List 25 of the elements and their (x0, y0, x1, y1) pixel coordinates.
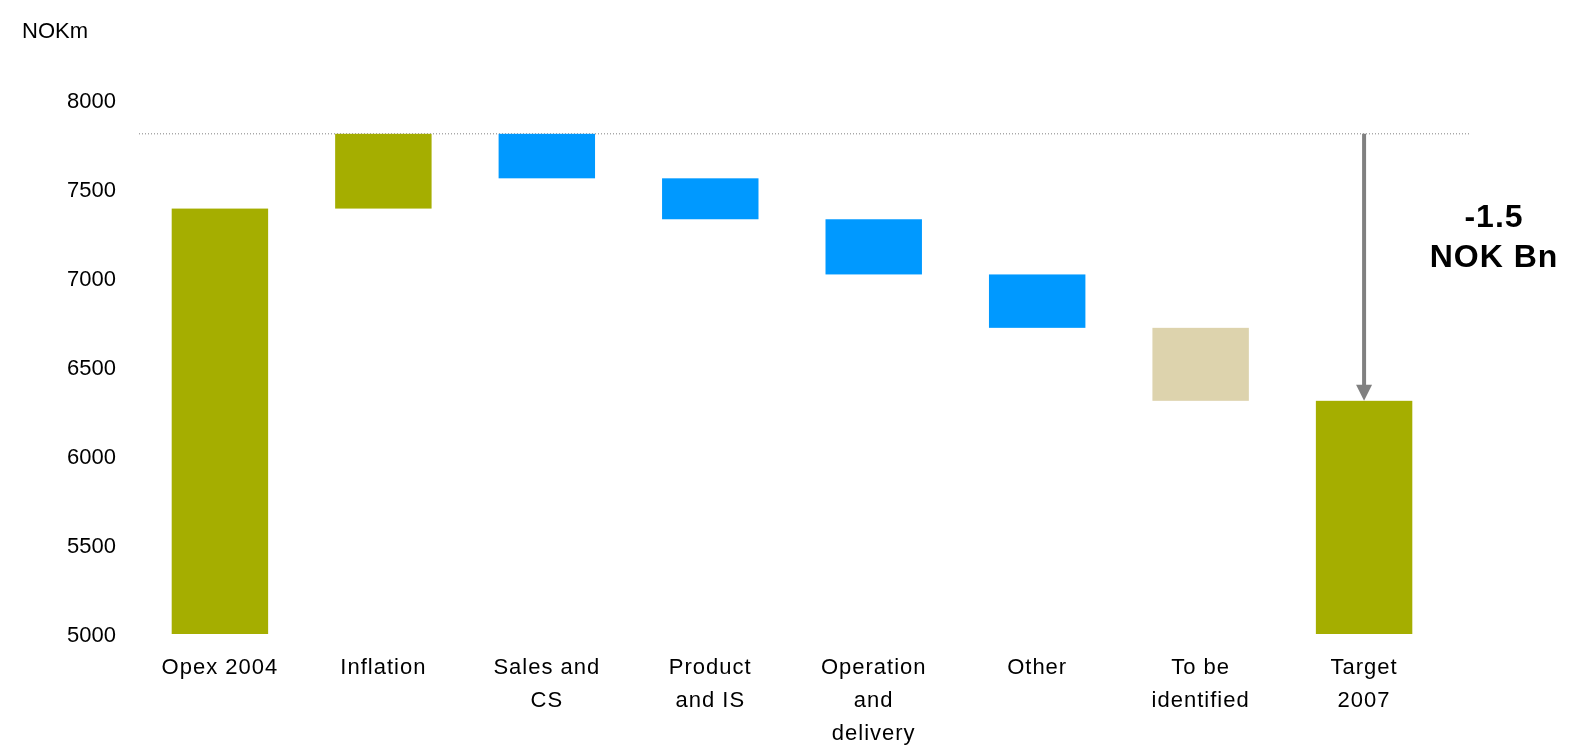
x-tick-label: Target 2007 (1330, 654, 1398, 712)
bar (171, 208, 269, 634)
annotation: -1.5 NOK Bn (1429, 198, 1559, 275)
y-tick-label: 6500 (67, 354, 116, 380)
x-tick-label: Sales and CS (493, 654, 601, 712)
x-tick-label: Product and IS (668, 654, 752, 712)
x-tick-label: Operation and delivery (820, 654, 927, 745)
x-tick-label: Inflation (340, 654, 427, 679)
bar (498, 133, 596, 179)
bar (825, 219, 922, 275)
y-axis-title: NOKm (22, 18, 88, 43)
y-tick-label: 5500 (67, 532, 116, 558)
x-tick-label: To be identified (1151, 654, 1250, 712)
bar (662, 178, 759, 220)
y-tick-label: 6000 (67, 443, 116, 469)
y-tick-label: 5000 (67, 621, 116, 647)
x-tick-label: Opex 2004 (161, 654, 279, 679)
bar (988, 274, 1086, 328)
x-tick-label: Other (1007, 654, 1068, 679)
bar (335, 133, 432, 209)
y-tick-label: 7500 (67, 176, 116, 202)
y-tick-label: 8000 (67, 87, 116, 113)
bar (1152, 327, 1249, 401)
y-tick-label: 7000 (67, 265, 116, 291)
bar (1315, 400, 1413, 634)
